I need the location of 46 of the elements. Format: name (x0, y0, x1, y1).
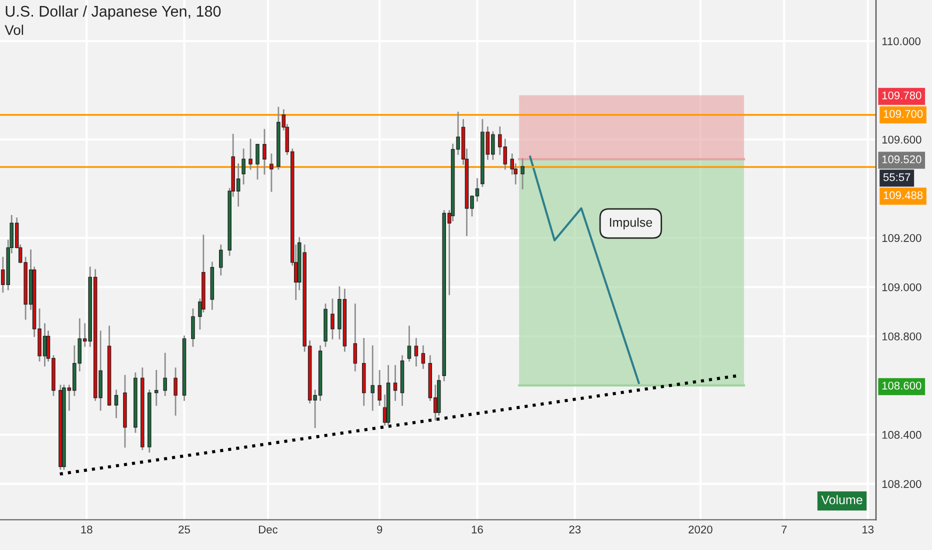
ref-line-label: 109.488 (884, 191, 923, 200)
candlestick (262, 128, 266, 175)
annotation: Impulse (610, 218, 652, 230)
candlestick (378, 370, 382, 406)
candlestick (154, 370, 158, 406)
y-tick-label: 109.200 (882, 234, 922, 242)
candlestick (242, 148, 246, 184)
candlestick (520, 158, 524, 190)
candlestick (219, 244, 223, 276)
candlestick (174, 368, 178, 416)
candlestick (407, 326, 412, 362)
y-tick-label: 110.000 (882, 37, 920, 46)
y-tick-label: 109.000 (882, 283, 922, 292)
candlestick (114, 390, 118, 418)
annotation: Vol (4, 24, 24, 35)
candlestick (353, 304, 358, 372)
annotation: Volume (821, 495, 862, 504)
y2-tick-label: 109.780 (882, 91, 922, 100)
y2-tick-label: 108.600 (882, 382, 922, 390)
x-tick-label: 13 (862, 526, 874, 534)
candlestick (191, 308, 195, 347)
y-tick-label: 108.400 (882, 430, 922, 439)
candlestick (330, 298, 334, 340)
x-tick-label: 25 (178, 526, 190, 534)
x-tick-label: 16 (472, 526, 483, 534)
y-tick-label: 108.800 (882, 332, 922, 340)
candlestick (421, 345, 426, 369)
candlestick (370, 345, 374, 411)
candlestick (414, 338, 418, 366)
y-tick-label: 108.200 (882, 480, 922, 488)
ref-line-label: 109.700 (884, 110, 923, 118)
y-tick-label: 109.600 (882, 136, 922, 144)
candlestick (248, 138, 252, 170)
x-tick-label: 7 (782, 526, 787, 534)
candlestick (256, 144, 260, 180)
text: 55:57 (883, 173, 910, 182)
y2-tick-label: 109.520 (882, 155, 922, 164)
x-tick-label: 2020 (688, 526, 712, 534)
x-tick-label: 18 (81, 526, 92, 534)
candlestick (270, 154, 274, 192)
x-tick-label: 23 (569, 526, 581, 534)
chart-title: U.S. Dollar / Japanese Yen, 180 (6, 6, 221, 20)
candlestick (163, 352, 167, 396)
x-tick-label: Dec (259, 526, 278, 534)
candlestick (393, 365, 398, 401)
x-tick-label: 9 (377, 526, 382, 534)
